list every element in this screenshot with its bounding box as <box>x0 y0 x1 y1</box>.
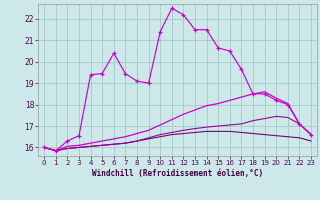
X-axis label: Windchill (Refroidissement éolien,°C): Windchill (Refroidissement éolien,°C) <box>92 169 263 178</box>
